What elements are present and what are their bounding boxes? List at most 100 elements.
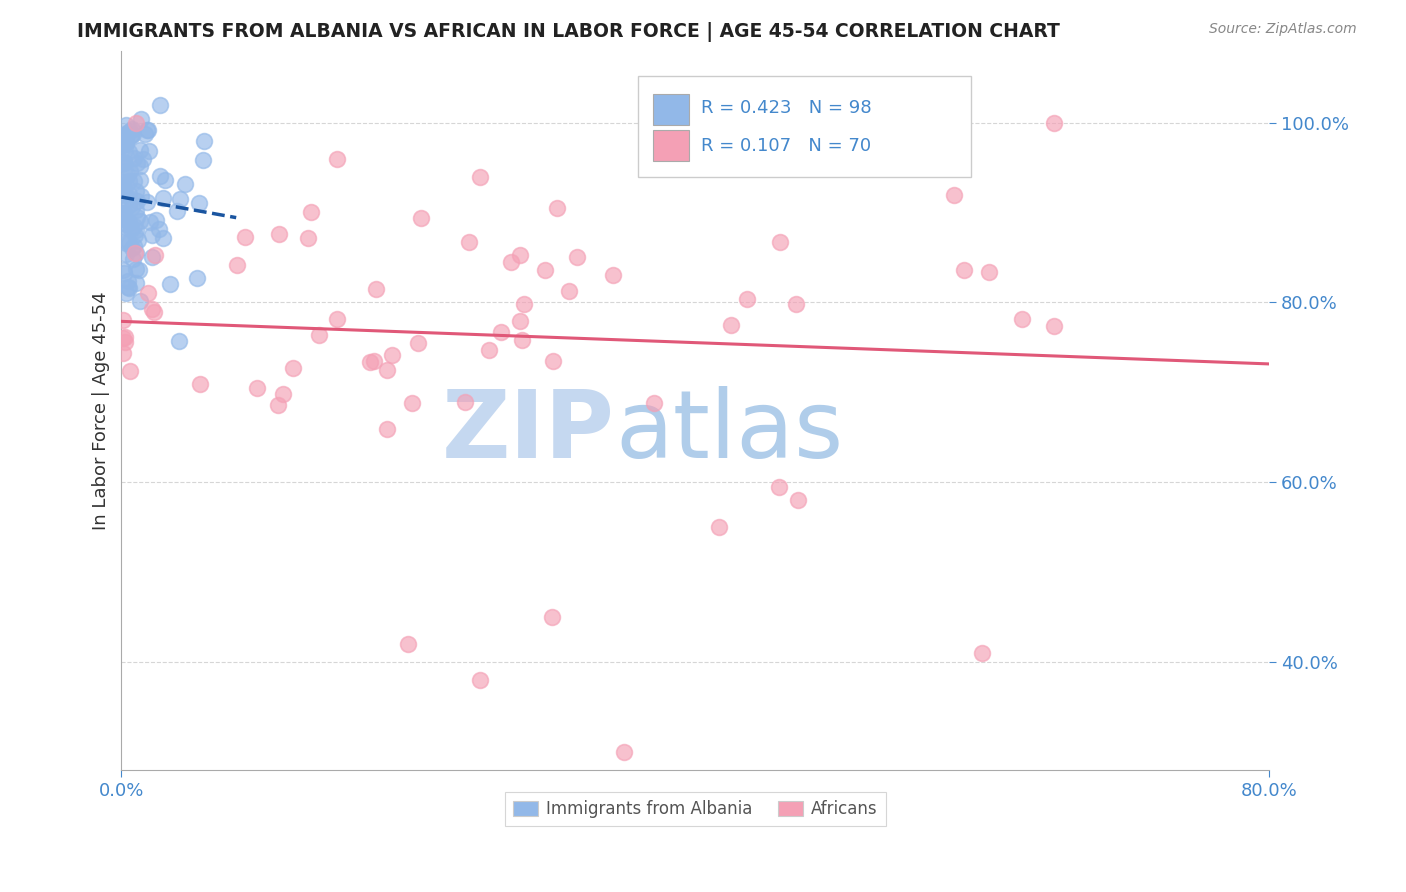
- Point: [972, 646, 994, 660]
- Point: [124, 184, 146, 198]
- Point: [135, 123, 157, 137]
- Point: [174, 178, 197, 192]
- Point: [124, 227, 146, 242]
- Point: [127, 233, 149, 247]
- FancyBboxPatch shape: [638, 76, 970, 177]
- Point: [114, 235, 136, 250]
- Point: [1043, 319, 1066, 334]
- Point: [643, 396, 665, 410]
- Point: [145, 247, 167, 261]
- Text: R = 0.107   N = 70: R = 0.107 N = 70: [702, 136, 872, 154]
- Point: [325, 152, 347, 166]
- Point: [129, 188, 152, 202]
- Point: [111, 231, 134, 245]
- Point: [118, 198, 141, 212]
- Point: [111, 263, 134, 277]
- Point: [118, 364, 141, 378]
- Point: [112, 206, 135, 220]
- FancyBboxPatch shape: [652, 94, 689, 126]
- Point: [125, 277, 148, 291]
- Point: [720, 318, 742, 332]
- Point: [166, 203, 188, 218]
- Point: [155, 173, 177, 187]
- Point: [118, 215, 141, 229]
- Point: [125, 115, 148, 129]
- Point: [952, 263, 974, 277]
- Point: [122, 127, 145, 141]
- Point: [125, 261, 148, 276]
- Point: [111, 180, 134, 194]
- Point: [120, 128, 142, 142]
- Point: [115, 188, 138, 202]
- Point: [468, 673, 491, 687]
- Point: [121, 241, 143, 255]
- Point: [188, 377, 211, 392]
- Point: [735, 293, 758, 307]
- Point: [381, 348, 404, 362]
- Point: [468, 169, 491, 184]
- Point: [124, 174, 146, 188]
- Point: [111, 331, 134, 345]
- Point: [478, 343, 501, 357]
- Point: [127, 210, 149, 224]
- Point: [458, 235, 481, 249]
- Text: Source: ZipAtlas.com: Source: ZipAtlas.com: [1209, 22, 1357, 37]
- Point: [127, 194, 149, 208]
- Point: [112, 146, 135, 161]
- Text: atlas: atlas: [614, 386, 844, 478]
- Point: [114, 335, 136, 350]
- Point: [543, 353, 565, 368]
- Point: [125, 223, 148, 237]
- Point: [546, 202, 568, 216]
- Point: [534, 263, 557, 277]
- Point: [707, 520, 730, 534]
- Point: [359, 355, 381, 369]
- Point: [112, 164, 135, 178]
- Point: [112, 266, 135, 280]
- Point: [510, 333, 533, 347]
- Point: [112, 205, 135, 219]
- Point: [325, 311, 347, 326]
- Point: [136, 194, 159, 209]
- FancyBboxPatch shape: [652, 130, 689, 161]
- Text: ZIP: ZIP: [441, 386, 614, 478]
- Text: IMMIGRANTS FROM ALBANIA VS AFRICAN IN LABOR FORCE | AGE 45-54 CORRELATION CHART: IMMIGRANTS FROM ALBANIA VS AFRICAN IN LA…: [77, 22, 1060, 42]
- Y-axis label: In Labor Force | Age 45-54: In Labor Force | Age 45-54: [93, 291, 110, 530]
- Point: [112, 155, 135, 169]
- Point: [149, 97, 172, 112]
- Point: [115, 217, 138, 231]
- Point: [308, 328, 330, 343]
- Point: [115, 169, 138, 184]
- Point: [683, 143, 706, 157]
- Point: [396, 637, 419, 651]
- Point: [193, 134, 215, 148]
- Point: [111, 156, 134, 170]
- Point: [111, 180, 134, 194]
- Point: [141, 228, 163, 243]
- Point: [375, 422, 398, 436]
- Legend: Immigrants from Albania, Africans: Immigrants from Albania, Africans: [505, 792, 886, 826]
- Point: [454, 395, 477, 409]
- Point: [188, 195, 211, 210]
- Point: [117, 274, 139, 288]
- Point: [121, 122, 143, 136]
- Point: [785, 296, 807, 310]
- Point: [117, 279, 139, 293]
- Point: [112, 211, 135, 226]
- Point: [169, 193, 191, 207]
- Point: [145, 213, 167, 227]
- Point: [112, 219, 135, 234]
- Point: [375, 363, 398, 377]
- Point: [111, 346, 134, 360]
- Point: [297, 231, 319, 245]
- Point: [122, 239, 145, 253]
- Point: [1043, 115, 1066, 129]
- Point: [124, 245, 146, 260]
- Point: [148, 222, 170, 236]
- Point: [411, 211, 433, 225]
- Point: [136, 285, 159, 300]
- Point: [111, 203, 134, 218]
- Point: [112, 155, 135, 169]
- Point: [769, 235, 792, 249]
- Point: [118, 186, 141, 201]
